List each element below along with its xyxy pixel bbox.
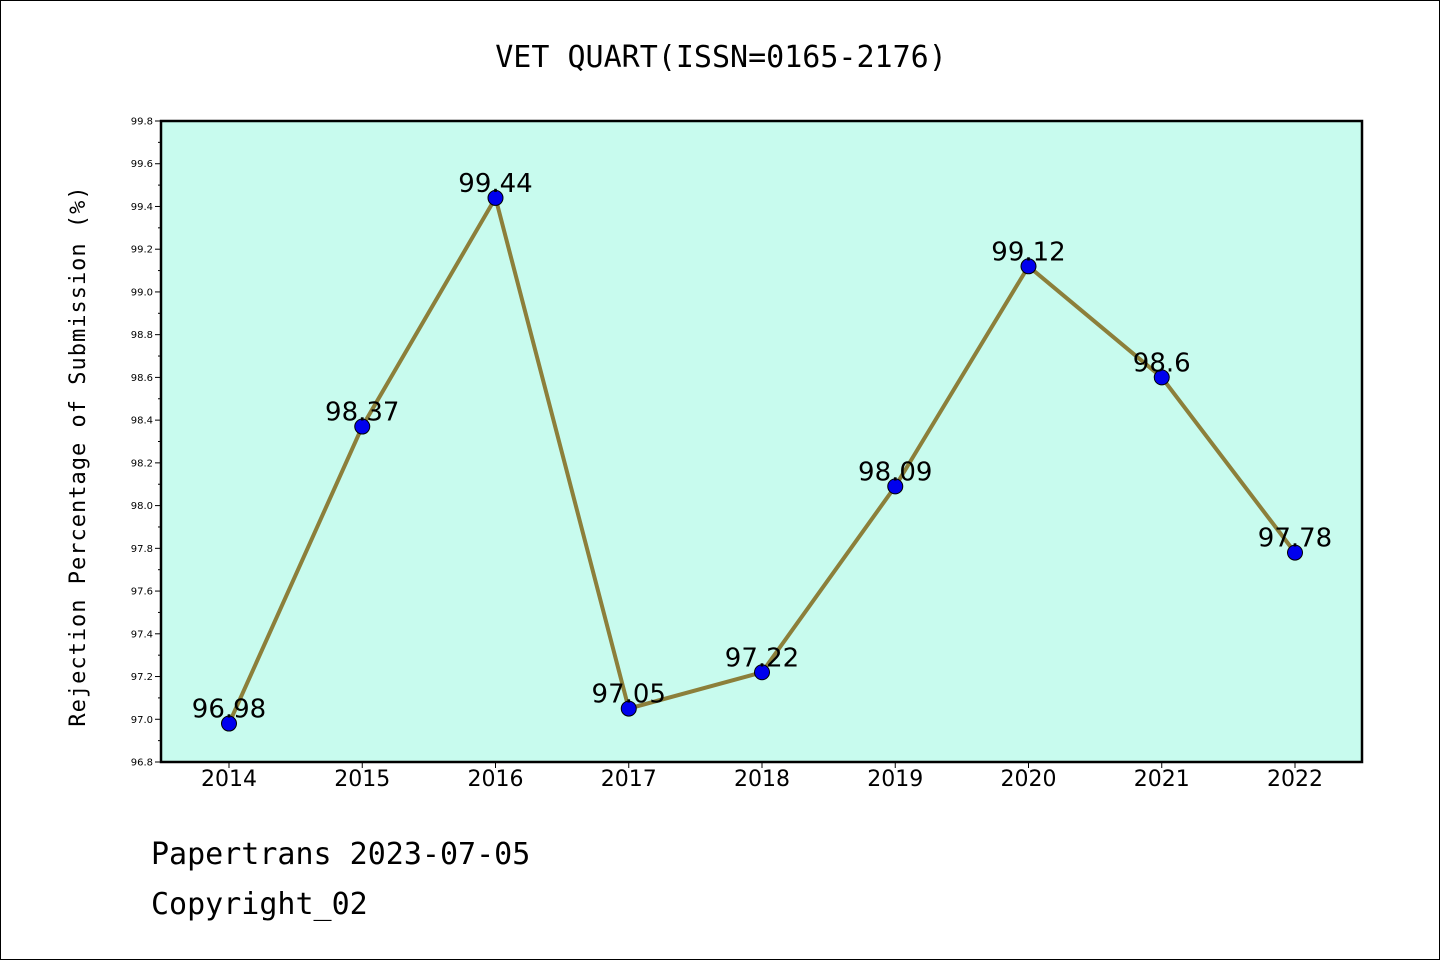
y-tick-label: 97.0 (131, 715, 153, 726)
y-tick-label: 97.8 (131, 544, 153, 555)
y-tick-label: 99.2 (131, 245, 153, 256)
data-point (1153, 369, 1170, 386)
y-axis-label: Rejection Percentage of Submission (%) (66, 185, 91, 726)
y-tick-label: 97.6 (131, 587, 153, 598)
x-tick-label: 2021 (1134, 767, 1190, 792)
x-tick-label: 2022 (1267, 767, 1323, 792)
data-point (1020, 258, 1037, 275)
data-point (620, 700, 637, 717)
x-tick-label: 2016 (468, 767, 524, 792)
data-label: 97.05 (592, 680, 666, 710)
x-tick-label: 2019 (867, 767, 923, 792)
data-label: 98.09 (858, 457, 932, 487)
y-tick-label: 99.6 (131, 159, 153, 170)
series-layer: 96.98 98.37 99.44 97.05 97.22 98.09 99.12 98.6 9… (192, 169, 1332, 732)
y-tick-label: 98.2 (131, 458, 153, 469)
data-point (487, 189, 504, 206)
x-tick-label: 2014 (201, 767, 257, 792)
chart-title: VET QUART(ISSN=0165-2176) (495, 40, 947, 75)
footer-date-text: Papertrans 2023-07-05 (151, 837, 531, 872)
y-tick-label: 98.8 (131, 330, 153, 341)
data-point (887, 478, 904, 495)
y-tick-label: 96.8 (131, 758, 153, 769)
data-label: 98.37 (325, 398, 399, 428)
y-tick-label: 99.0 (131, 287, 153, 298)
y-tick-label: 99.8 (131, 117, 153, 128)
y-tick-label: 97.2 (131, 672, 153, 683)
x-tick-label: 2017 (601, 767, 657, 792)
data-point (754, 664, 770, 681)
y-tick-label: 98.6 (131, 373, 153, 384)
data-label: 98.6 (1133, 348, 1191, 378)
data-point (354, 418, 371, 435)
data-point (1287, 544, 1303, 561)
data-label: 97.22 (725, 643, 799, 673)
data-label: 96.98 (192, 695, 266, 725)
axis-ticks: 96.8 97.0 97.2 97.4 97.6 97.8 98.0 98.2 98.4 98.6… (131, 117, 1323, 793)
data-label: 97.78 (1258, 524, 1332, 554)
data-point (221, 715, 237, 732)
footer-copyright-text: Copyright_02 (151, 887, 368, 922)
y-tick-label: 98.4 (131, 416, 153, 427)
x-tick-label: 2018 (734, 767, 790, 792)
data-label: 99.44 (458, 169, 532, 199)
x-tick-label: 2020 (1001, 767, 1057, 792)
y-tick-label: 98.0 (131, 501, 153, 512)
x-tick-label: 2015 (334, 767, 390, 792)
y-tick-label: 97.4 (131, 629, 153, 640)
y-tick-label: 99.4 (131, 202, 153, 213)
plot-area (161, 121, 1362, 762)
plot-border (159, 119, 1364, 764)
data-label: 99.12 (991, 237, 1065, 267)
